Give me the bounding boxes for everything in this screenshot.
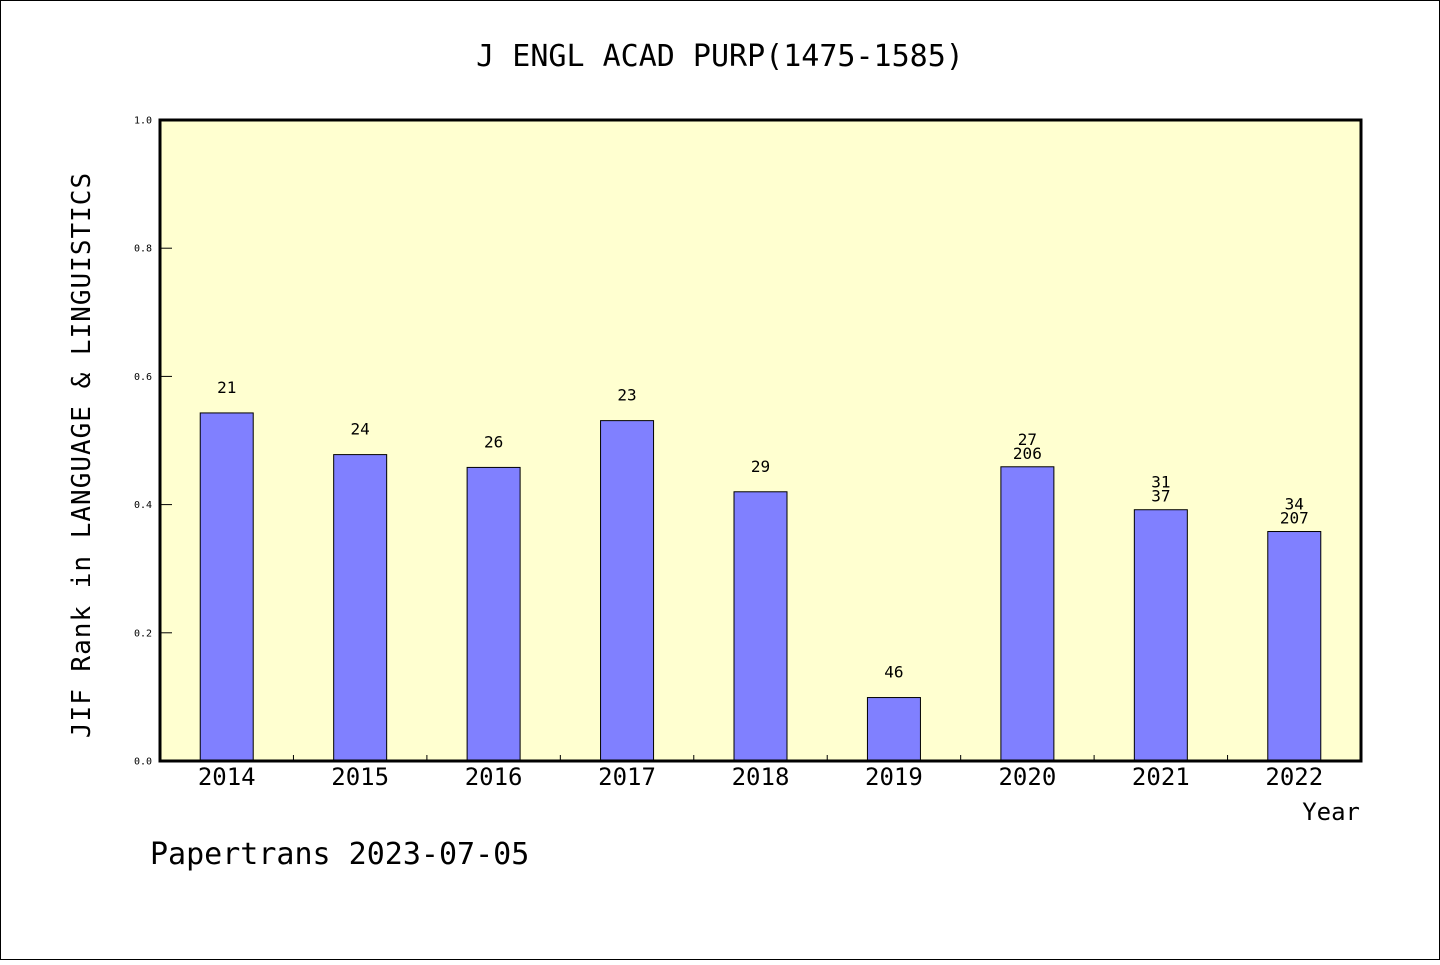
x-tick-label-2017: 2017 — [598, 763, 656, 791]
bar-label-2022-1: 34 — [1285, 495, 1304, 514]
footer-watermark: Papertrans 2023-07-05 — [150, 837, 529, 872]
bar-2017 — [600, 420, 655, 762]
x-tick-label-2015: 2015 — [331, 763, 389, 791]
bar-2018 — [733, 491, 788, 762]
bar-2020 — [1000, 466, 1055, 762]
bar-2014 — [199, 412, 254, 762]
x-tick-label-2014: 2014 — [198, 763, 256, 791]
y-axis-label: JIF Rank in LANGUAGE & LINGUISTICS — [67, 172, 97, 738]
bar-label-2020-1: 27 — [1018, 430, 1037, 449]
bar-label-2018-1: 29 — [751, 457, 770, 476]
x-axis-label: Year — [1302, 798, 1360, 826]
bar-label-2016-1: 26 — [484, 432, 503, 451]
bar-label-2017-1: 23 — [617, 386, 636, 405]
y-tick-label-0: 0.0 — [134, 757, 152, 768]
bar-label-2019-1: 46 — [884, 663, 903, 682]
bar-2019 — [866, 697, 921, 762]
x-tick-label-2022: 2022 — [1265, 763, 1323, 791]
x-tick-label-2021: 2021 — [1132, 763, 1190, 791]
bar-label-2021-2: 37 — [1151, 487, 1170, 506]
bar-2016 — [466, 466, 521, 762]
bar-2022 — [1267, 531, 1322, 762]
x-tick-label-2018: 2018 — [732, 763, 790, 791]
y-tick-label-4: 0.8 — [134, 244, 152, 255]
chart-title: J ENGL ACAD PURP(1475-1585) — [476, 39, 964, 74]
bar-label-2022-2: 207 — [1280, 509, 1309, 528]
plot-frame — [158, 118, 1363, 763]
y-tick-label-3: 0.6 — [134, 372, 152, 383]
bar-label-2015-1: 24 — [351, 420, 370, 439]
x-tick-label-2019: 2019 — [865, 763, 923, 791]
bar-label-2020-2: 206 — [1013, 444, 1042, 463]
y-tick-label-2: 0.4 — [134, 500, 152, 511]
x-tick-label-2016: 2016 — [465, 763, 523, 791]
bars-layer — [199, 412, 1322, 762]
x-tick-label-2020: 2020 — [998, 763, 1056, 791]
bar-2021 — [1133, 509, 1188, 762]
bar-label-2014-1: 21 — [217, 378, 236, 397]
bar-label-2021-1: 31 — [1151, 473, 1170, 492]
x-axis-ticks: 2014 2015 2016 2017 2018 2019 2020 2021 2022 — [198, 755, 1323, 791]
y-tick-label-5: 1.0 — [134, 116, 152, 127]
bar-2015 — [333, 454, 388, 762]
y-axis-ticks: 0.0 0.2 0.4 0.6 0.8 1.0 — [134, 116, 172, 768]
y-tick-label-1: 0.2 — [134, 628, 152, 639]
